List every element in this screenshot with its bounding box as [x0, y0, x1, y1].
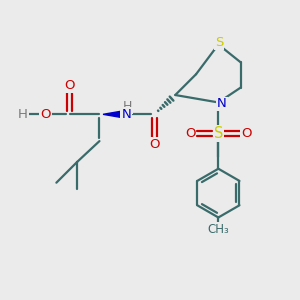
- Text: O: O: [64, 79, 75, 92]
- Text: N: N: [217, 98, 227, 110]
- Text: CH₃: CH₃: [208, 223, 229, 236]
- Text: H: H: [123, 100, 132, 113]
- Text: H: H: [18, 108, 28, 121]
- Text: O: O: [185, 127, 195, 140]
- Polygon shape: [103, 111, 120, 117]
- Text: O: O: [241, 127, 252, 140]
- Text: O: O: [40, 108, 51, 121]
- Text: S: S: [215, 36, 223, 49]
- Text: N: N: [121, 108, 131, 121]
- Text: O: O: [149, 138, 160, 151]
- Text: S: S: [214, 126, 223, 141]
